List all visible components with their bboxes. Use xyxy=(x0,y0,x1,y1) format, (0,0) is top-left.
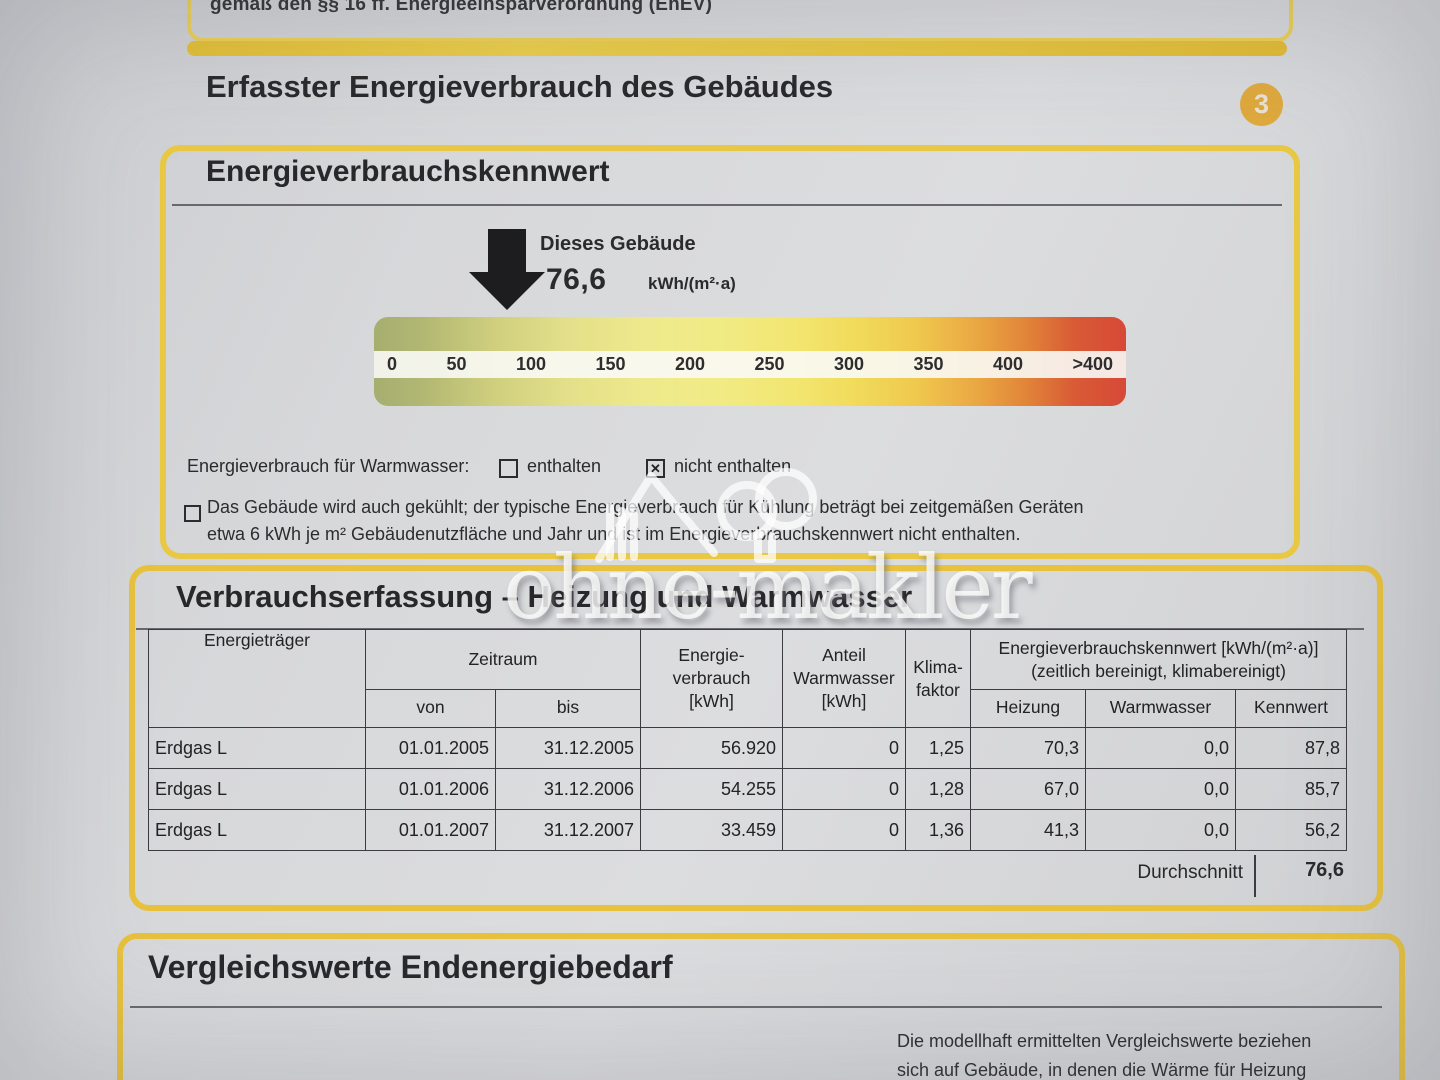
cell-klima: 1,36 xyxy=(905,809,971,851)
page-section-heading: Erfasster Energieverbrauch des Gebäudes xyxy=(206,69,834,104)
cell-anteil: 0 xyxy=(782,809,906,851)
scale-tick-label: 400 xyxy=(992,354,1023,374)
table-row: Erdgas L 01.01.2006 31.12.2006 54.255 0 … xyxy=(148,768,1347,810)
cooling-checkbox[interactable] xyxy=(184,505,201,522)
kennwert-title-underline xyxy=(172,204,1282,206)
cell-verbrauch: 56.920 xyxy=(640,727,783,769)
kennwert-group-line1: Energieverbrauchskennwert [kWh/(m²·a)] xyxy=(998,637,1319,658)
checkbox-nicht-enthalten[interactable] xyxy=(646,459,665,478)
scale-tick-label: 150 xyxy=(595,354,626,374)
col-header-warmwasser: Warmwasser xyxy=(1085,689,1236,728)
col-header-verbrauch-line: verbrauch xyxy=(672,668,751,688)
cooling-note-line2: etwa 6 kWh je m² Gebäudenutzfläche und J… xyxy=(207,524,1021,544)
col-header-verbrauch-line: [kWh] xyxy=(689,691,734,711)
durchschnitt-label: Durchschnitt xyxy=(1137,862,1243,883)
cell-klima: 1,25 xyxy=(905,727,971,769)
cell-bis: 31.12.2006 xyxy=(495,768,641,810)
cell-von: 01.01.2006 xyxy=(365,768,496,810)
scale-tick-label: >400 xyxy=(1072,354,1113,374)
cell-kennwert: 85,7 xyxy=(1235,768,1347,810)
scale-tick-label: 100 xyxy=(515,354,546,374)
scale-tick-label: 200 xyxy=(674,354,705,374)
vergleich-note-line1: Die modellhaft ermittelten Vergleichswer… xyxy=(897,1031,1312,1051)
cell-traeger: Erdgas L xyxy=(148,809,366,851)
col-header-klima-line: faktor xyxy=(916,679,960,700)
yellow-divider-band xyxy=(187,41,1287,56)
this-building-value: 76,6 xyxy=(546,263,607,296)
cell-traeger: Erdgas L xyxy=(148,727,366,769)
vergleich-note-line2: sich auf Gebäude, in denen die Wärme für… xyxy=(897,1060,1307,1080)
top-regulation-note: gemäß den §§ 16 ff. Energieeinsparverord… xyxy=(210,0,713,15)
col-header-klima: Klima- faktor xyxy=(905,629,971,728)
durchschnitt-value: 76,6 xyxy=(1305,859,1344,881)
table-row: Erdgas L 01.01.2005 31.12.2005 56.920 0 … xyxy=(148,727,1347,769)
vergleich-box xyxy=(117,933,1405,1080)
cell-von: 01.01.2007 xyxy=(365,809,496,851)
kennwert-box-title: Energieverbrauchskennwert xyxy=(206,155,610,188)
cell-warmwasser: 0,0 xyxy=(1085,768,1236,810)
kennwert-box xyxy=(160,145,1300,559)
cell-heizung: 41,3 xyxy=(970,809,1086,851)
cell-kennwert: 56,2 xyxy=(1235,809,1347,851)
top-section-box xyxy=(187,0,1293,42)
this-building-arrowhead-icon xyxy=(469,272,545,310)
scale-tick-label: 250 xyxy=(754,354,785,374)
scale-tick-label: 300 xyxy=(833,354,864,374)
cooling-note-line1: Das Gebäude wird auch gekühlt; der typis… xyxy=(207,497,1084,517)
cooling-note: Das Gebäude wird auch gekühlt; der typis… xyxy=(207,494,1137,548)
checkbox-enthalten-label: enthalten xyxy=(527,456,602,476)
col-header-heizung: Heizung xyxy=(970,689,1086,728)
col-header-kennwert-group: Energieverbrauchskennwert [kWh/(m²·a)] (… xyxy=(970,629,1347,690)
col-header-anteil-line: Anteil xyxy=(822,645,866,665)
cell-bis: 31.12.2007 xyxy=(495,809,641,851)
cell-anteil: 0 xyxy=(782,727,906,769)
this-building-label: Dieses Gebäude xyxy=(540,233,696,255)
col-header-bis: bis xyxy=(495,689,641,728)
cell-kennwert: 87,8 xyxy=(1235,727,1347,769)
table-row: Erdgas L 01.01.2007 31.12.2007 33.459 0 … xyxy=(148,809,1347,851)
cell-anteil: 0 xyxy=(782,768,906,810)
vergleich-note: Die modellhaft ermittelten Vergleichswer… xyxy=(897,1027,1377,1080)
col-header-verbrauch: Energie- verbrauch [kWh] xyxy=(640,629,783,728)
cell-heizung: 67,0 xyxy=(970,768,1086,810)
energy-scale-bar: 0 50 100 150 200 250 300 350 400 >400 xyxy=(374,317,1126,406)
col-header-anteil-line: Warmwasser xyxy=(793,668,895,688)
scale-tick-label: 350 xyxy=(913,354,944,374)
scale-tick-label: 0 xyxy=(387,354,398,374)
cell-verbrauch: 54.255 xyxy=(640,768,783,810)
warmwasser-question-label: Energieverbrauch für Warmwasser: xyxy=(187,456,470,476)
verbrauch-box xyxy=(129,565,1383,911)
kennwert-group-line2: (zeitlich bereinigt, klimabereinigt) xyxy=(1031,660,1286,681)
checkbox-nicht-enthalten-label: nicht enthalten xyxy=(674,456,792,476)
vergleich-title-underline xyxy=(130,1006,1382,1008)
cell-warmwasser: 0,0 xyxy=(1085,727,1236,769)
this-building-unit: kWh/(m²·a) xyxy=(648,274,736,293)
section-number-badge: 3 xyxy=(1240,83,1283,126)
cell-verbrauch: 33.459 xyxy=(640,809,783,851)
vergleich-box-title: Vergleichswerte Endenergiebedarf xyxy=(148,949,673,985)
col-header-anteil-line: [kWh] xyxy=(821,691,867,711)
col-header-verbrauch-line: Energie- xyxy=(678,645,745,665)
col-header-anteil: Anteil Warmwasser [kWh] xyxy=(782,629,906,728)
verbrauch-box-title: Verbrauchserfassung – Heizung und Warmwa… xyxy=(176,579,913,614)
scale-tick-label: 50 xyxy=(446,354,467,374)
durchschnitt-divider xyxy=(1254,855,1256,897)
col-header-energietraeger: Energieträger xyxy=(148,629,366,728)
cell-klima: 1,28 xyxy=(905,768,971,810)
cell-heizung: 70,3 xyxy=(970,727,1086,769)
col-header-zeitraum: Zeitraum xyxy=(365,629,641,690)
this-building-arrow-icon xyxy=(488,229,526,273)
checkbox-enthalten[interactable] xyxy=(499,459,518,478)
consumption-table: Energieträger Zeitraum Energie- verbrauc… xyxy=(148,629,1347,851)
cell-traeger: Erdgas L xyxy=(148,768,366,810)
col-header-klima-line: Klima- xyxy=(913,656,963,677)
col-header-kennwert: Kennwert xyxy=(1235,689,1347,728)
cell-von: 01.01.2005 xyxy=(365,727,496,769)
cell-warmwasser: 0,0 xyxy=(1085,809,1236,851)
col-header-von: von xyxy=(365,689,496,728)
energy-scale-tick-stripe: 0 50 100 150 200 250 300 350 400 >400 xyxy=(374,351,1126,378)
cell-bis: 31.12.2005 xyxy=(495,727,641,769)
